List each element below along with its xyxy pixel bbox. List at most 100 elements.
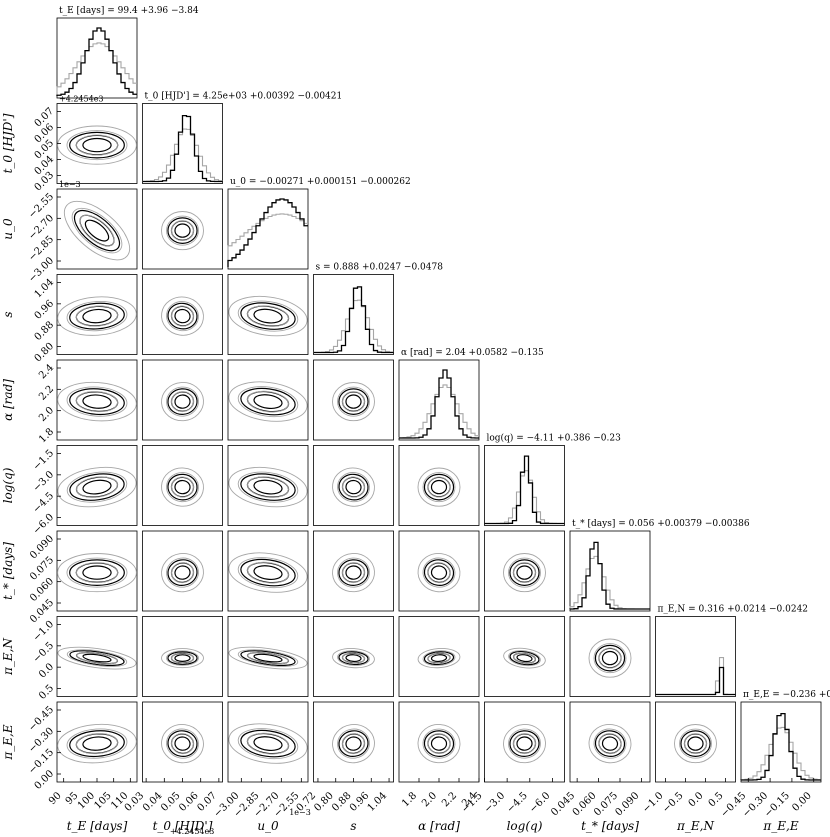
contour-gray-piEE-s-1 [342, 733, 365, 755]
hist-gray-t0 [141, 128, 223, 182]
xtick-label-alpha-1: 2.0 [420, 790, 439, 809]
contour-black-alpha-t0-1 [174, 394, 191, 409]
contour-black-piEE-t0-2 [170, 733, 195, 754]
contour-gray-t0-tE-2 [66, 130, 128, 161]
xtick-label-tE-0: 90 [47, 790, 64, 807]
contour-black-logq-t0-3 [167, 473, 198, 501]
panel-tstar-s [313, 530, 394, 612]
contour-black-tstar-logq-3 [509, 559, 540, 586]
xtick-label-logq-2: −4.5 [505, 790, 530, 815]
contour-black-piEE-u0-1 [253, 736, 283, 752]
xtick-label-logq-1: −3.0 [482, 790, 507, 815]
contour-black-piEN-u0-3 [240, 650, 296, 667]
ytick-label-piEN-1: 0.0 [37, 662, 56, 681]
contour-black-t0-tE-3 [69, 131, 125, 159]
title-logq: log(q) = −4.11 +0.386 −0.23 [487, 433, 622, 444]
ylabel-piEN: π_E,N [1, 638, 15, 676]
xoffset-t0: +4.2454e3 [170, 827, 215, 836]
contour-black-tstar-tE-1 [82, 565, 112, 580]
panel-piEE-u0 [227, 701, 309, 783]
contour-gray-piEE-tstar-3 [588, 724, 632, 764]
contour-gray-piEN-tE-2 [66, 649, 128, 667]
contour-black-piEN-alpha-3 [423, 651, 455, 666]
contour-gray-piEE-tE-2 [66, 728, 128, 759]
contour-black-logq-t0-1 [174, 479, 191, 495]
contour-black-logq-u0-3 [240, 473, 296, 501]
contour-black-piEE-tstar-1 [601, 736, 619, 751]
contour-black-u0-tE-2 [79, 214, 115, 247]
ytick-label-alpha-3: 2.4 [37, 362, 56, 381]
contour-gray-piEE-logq-3 [503, 724, 546, 764]
panel-piEN-tE [56, 616, 138, 697]
xtick-label-t0-0: 0.03 [123, 790, 147, 814]
contour-black-tstar-alpha-1 [430, 565, 448, 580]
contour-gray-s-tE-2 [66, 300, 128, 332]
contour-gray-piEE-logq-1 [513, 733, 536, 755]
contour-black-logq-alpha-1 [430, 479, 448, 495]
panel-logq-u0 [227, 445, 309, 526]
contour-black-piEE-tE-1 [82, 736, 112, 751]
contour-gray-alpha-u0-2 [237, 386, 299, 418]
ytick-label-logq-3: −1.5 [31, 448, 56, 473]
panel-piEN-s [313, 616, 394, 697]
contour-black-piEN-u0-1 [253, 653, 283, 663]
panel-s-u0 [227, 274, 309, 355]
ytick-label-s-0: 0.80 [33, 341, 57, 365]
panel-logq-alpha [398, 445, 480, 526]
panel-piEN-logq [484, 616, 565, 697]
ylabel-piEE: π_E,E [1, 724, 15, 760]
contour-black-alpha-u0-3 [240, 387, 296, 416]
xlabel-s: s [350, 819, 356, 833]
panel-logq-tE [56, 445, 138, 526]
ytick-label-alpha-0: 1.8 [37, 426, 56, 445]
contour-black-logq-s-2 [341, 476, 366, 498]
panel-piEE-piEE [740, 701, 822, 783]
contour-gray-piEE-tE-1 [75, 733, 119, 755]
contour-gray-piEE-logq-2 [508, 728, 541, 759]
xtick-label-s-1: 0.80 [312, 790, 336, 814]
xtick-label-s-4: 1.04 [366, 790, 390, 814]
ytick-label-piEN-2: −0.5 [31, 640, 56, 665]
panel-tstar-tE [56, 530, 138, 612]
contour-gray-tstar-logq-2 [508, 557, 541, 588]
contour-gray-tstar-u0-2 [237, 557, 299, 589]
panel-piEN-tstar [569, 616, 651, 697]
contour-black-piEN-alpha-1 [430, 654, 448, 663]
contour-gray-t0-tE-3 [57, 125, 137, 165]
contour-gray-tstar-t0-3 [161, 553, 204, 593]
xlabel-u0: u_0 [257, 819, 279, 833]
contour-black-alpha-s-1 [345, 394, 362, 409]
panel-tstar-logq [484, 530, 565, 612]
contour-gray-t0-tE-1 [75, 134, 119, 156]
xtick-label-tE-2: 100 [76, 790, 97, 811]
contour-black-s-t0-1 [174, 308, 191, 324]
contour-gray-u0-t0-3 [161, 211, 204, 251]
contour-black-piEE-tE-3 [69, 730, 125, 758]
contour-gray-alpha-t0-3 [161, 382, 204, 422]
contour-black-alpha-tE-1 [82, 394, 112, 409]
contour-black-tstar-t0-1 [174, 565, 191, 580]
contour-black-s-t0-2 [170, 305, 195, 327]
contour-gray-tstar-logq-3 [503, 553, 546, 593]
contour-gray-piEN-tstar-2 [593, 643, 627, 674]
contour-gray-tstar-s-3 [332, 553, 375, 593]
panel-alpha-t0 [142, 359, 223, 441]
ylabel-tstar: t_* [days] [1, 542, 15, 600]
contour-black-piEE-alpha-3 [423, 730, 455, 757]
xtick-label-logq-0: −1.5 [460, 790, 485, 815]
hist-black-piEN [655, 666, 736, 696]
contour-black-tstar-s-1 [345, 565, 362, 580]
contour-gray-piEN-alpha-3 [417, 648, 461, 669]
contour-gray-u0-t0-2 [166, 215, 199, 246]
contour-black-logq-tE-1 [82, 479, 112, 495]
contour-black-tstar-t0-3 [167, 559, 198, 586]
contour-gray-piEE-piEN-1 [684, 733, 707, 755]
contour-gray-logq-s-1 [342, 476, 365, 498]
contour-gray-s-u0-3 [228, 295, 308, 337]
contour-gray-piEN-tE-3 [57, 646, 137, 670]
hist-gray-u0 [227, 213, 308, 267]
contour-black-piEN-tE-1 [82, 653, 112, 663]
hist-gray-tE [56, 42, 137, 96]
xtick-label-alpha-2: 2.2 [440, 790, 459, 809]
